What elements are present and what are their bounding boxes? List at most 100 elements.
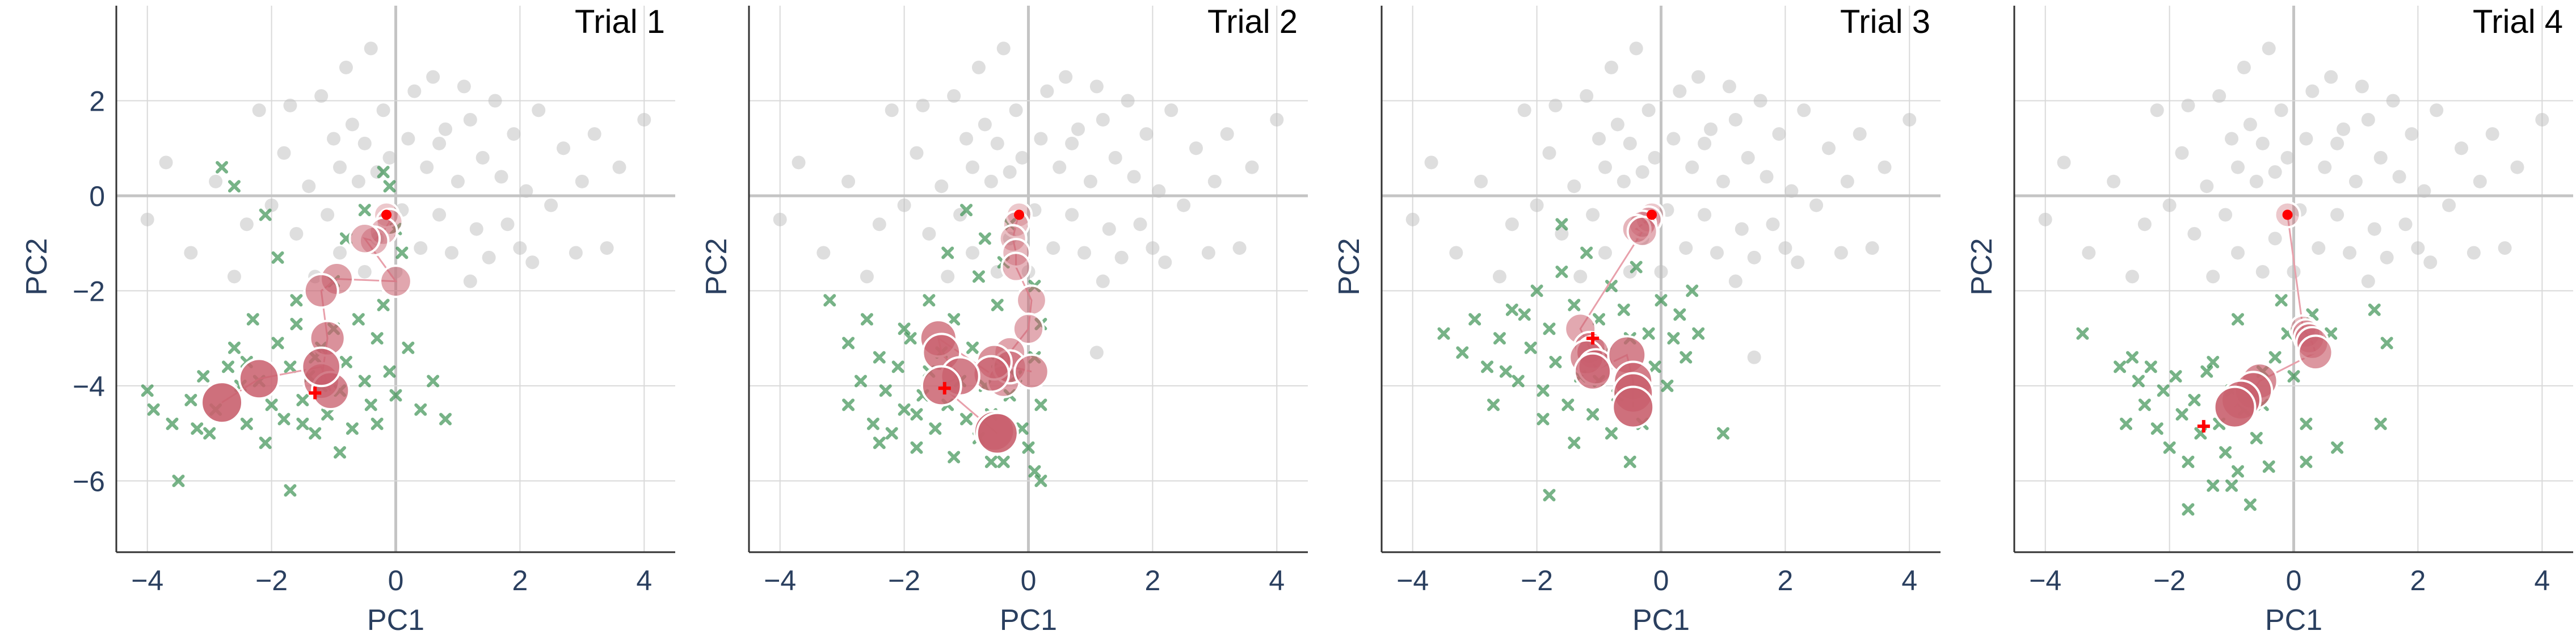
background-point [966, 246, 979, 260]
cross-marker [1692, 327, 1705, 340]
cross-marker [1028, 465, 1041, 478]
background-point [1822, 141, 1836, 155]
cross-marker [228, 180, 241, 193]
cross-marker [1543, 489, 1556, 502]
background-point [1089, 346, 1104, 360]
background-point [947, 89, 961, 103]
background-point [637, 112, 651, 127]
cross-marker [2300, 455, 2313, 468]
cross-marker [1623, 455, 1636, 468]
cross-marker [1680, 351, 1693, 364]
background-point [445, 246, 458, 260]
background-point [2442, 198, 2456, 212]
background-point [1059, 70, 1073, 84]
cross-marker [860, 313, 873, 326]
background-point [351, 174, 365, 188]
background-point [1542, 146, 1556, 160]
background-point [1189, 141, 1203, 155]
background-point [2417, 184, 2431, 198]
background-point [469, 222, 483, 236]
x-tick-label: −2 [1521, 565, 1553, 596]
cross-marker [259, 436, 272, 449]
background-point [2312, 241, 2326, 255]
background-point [2057, 155, 2071, 170]
background-point [1698, 208, 1712, 222]
cross-marker [184, 394, 197, 407]
cross-marker [246, 313, 259, 326]
background-point [1610, 117, 1624, 132]
cross-marker [203, 427, 216, 440]
cross-marker [1016, 422, 1029, 435]
cross-markers [141, 161, 452, 497]
x-tick-label: 2 [512, 565, 528, 596]
background-point [1710, 246, 1724, 260]
background-point [885, 103, 899, 117]
trajectory-point [238, 358, 280, 400]
background-point [1201, 246, 1215, 260]
background-point [2162, 198, 2177, 212]
cross-marker [321, 408, 334, 421]
background-point [841, 174, 856, 188]
x-tick-label: −4 [764, 565, 796, 596]
cross-marker [2132, 375, 2145, 388]
background-point [1133, 217, 1147, 232]
background-point [2280, 150, 2295, 165]
cross-marker [364, 398, 377, 411]
x-axis-label: PC1 [367, 604, 424, 637]
background-point [1666, 132, 1681, 146]
background-point [532, 103, 546, 117]
cross-marker [1493, 332, 1506, 345]
cross-marker [265, 398, 278, 411]
cross-marker [271, 251, 284, 264]
cross-marker [1555, 218, 1568, 231]
background-point [1598, 160, 1612, 174]
cross-marker [948, 451, 961, 464]
background-point [600, 241, 614, 255]
cross-marker [2207, 356, 2220, 369]
cross-marker [941, 246, 954, 259]
background-point [2150, 103, 2164, 117]
cross-marker [2175, 408, 2188, 421]
cross-marker [2076, 327, 2089, 340]
background-point [339, 60, 353, 74]
cross-marker [284, 360, 297, 373]
cross-marker [823, 294, 836, 307]
cross-marker [352, 313, 365, 326]
cross-marker [842, 337, 855, 350]
background-point [289, 226, 304, 241]
cross-marker [2163, 441, 2176, 454]
cross-marker [2275, 294, 2288, 307]
background-point [1735, 222, 1749, 236]
y-tick-label: 2 [89, 85, 105, 117]
background-point [1902, 112, 1917, 127]
background-point [1040, 84, 1054, 98]
cross-marker [1034, 474, 1047, 487]
background-point [494, 170, 508, 184]
background-point [1164, 103, 1178, 117]
cross-marker [439, 413, 452, 426]
cross-marker [2300, 417, 2313, 430]
trajectory-point [1016, 284, 1047, 317]
x-tick-label: 0 [1653, 565, 1669, 596]
cross-marker [1605, 427, 1618, 440]
background-point [2367, 222, 2381, 236]
background-point [2107, 174, 2121, 188]
trajectory-point [1626, 215, 1659, 247]
background-point [277, 146, 291, 160]
background-point [1878, 160, 1892, 174]
cross-marker [1642, 327, 1655, 340]
cross-marker [2232, 313, 2244, 326]
cross-marker [414, 403, 427, 416]
cross-marker [2374, 417, 2387, 430]
background-point [457, 79, 471, 94]
trajectory-point [348, 222, 381, 255]
background-point [1679, 241, 1693, 255]
cross-marker [389, 389, 402, 402]
cross-marker [1555, 265, 1568, 278]
chart-panel-2: −4 −2 0 2 4 PC1 PC2 Trial 2 [700, 3, 1308, 637]
background-point [544, 198, 558, 212]
cross-marker [166, 417, 179, 430]
background-point [922, 226, 936, 241]
cross-marker [2232, 465, 2244, 478]
cross-marker [2262, 460, 2275, 473]
